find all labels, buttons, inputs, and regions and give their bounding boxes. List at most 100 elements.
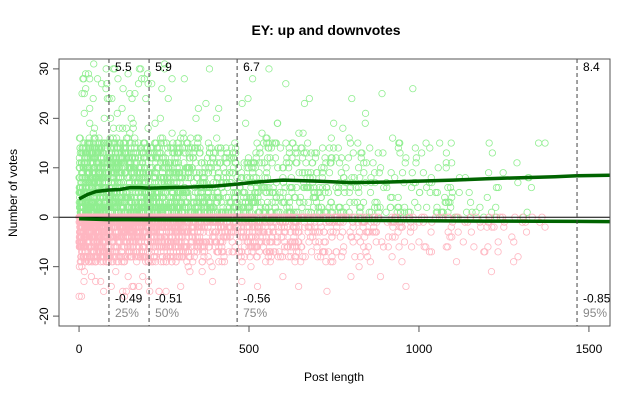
upvote-point bbox=[274, 164, 282, 172]
upvote-point bbox=[137, 65, 145, 73]
upvote-point bbox=[176, 203, 184, 211]
upvote-point bbox=[299, 129, 307, 137]
upvote-point bbox=[140, 75, 148, 83]
upvote-point bbox=[191, 188, 200, 197]
upvote-point bbox=[160, 203, 169, 211]
upvote-point bbox=[139, 154, 148, 162]
downvote-point bbox=[256, 228, 264, 236]
upvote-point bbox=[272, 193, 281, 202]
downvote-point bbox=[510, 258, 518, 266]
upvote-point bbox=[346, 198, 354, 206]
downvote-point bbox=[267, 223, 276, 231]
upvote-point bbox=[174, 144, 182, 152]
downvote-point bbox=[151, 248, 159, 256]
upvote-point bbox=[78, 174, 86, 182]
upvote-point bbox=[324, 188, 333, 197]
upvote-point bbox=[285, 164, 293, 172]
upvote-point bbox=[337, 154, 346, 162]
upvote-point bbox=[513, 159, 521, 167]
downvote-point bbox=[263, 228, 272, 236]
downvote-point bbox=[291, 228, 300, 236]
downvote-point bbox=[141, 228, 149, 236]
upvote-point bbox=[162, 164, 170, 172]
upvote-point bbox=[137, 198, 145, 206]
upvote-point bbox=[158, 198, 167, 206]
upvote-point bbox=[303, 183, 311, 192]
downvote-point bbox=[192, 233, 200, 241]
upvote-point bbox=[124, 134, 132, 142]
upvote-point bbox=[191, 144, 200, 152]
downvote-point bbox=[120, 258, 128, 266]
upvote-point bbox=[98, 80, 106, 88]
upvote-point bbox=[354, 164, 363, 172]
downvote-point bbox=[80, 268, 88, 276]
downvote-point bbox=[205, 243, 213, 251]
downvote-point bbox=[91, 243, 99, 251]
upvote-point bbox=[80, 179, 88, 187]
upvote-point bbox=[242, 203, 250, 211]
upvote-point bbox=[160, 139, 168, 147]
upvote-point bbox=[232, 149, 240, 157]
downvote-point bbox=[149, 258, 157, 266]
upvote-point bbox=[412, 159, 420, 167]
upvote-point bbox=[305, 94, 313, 103]
downvote-point bbox=[231, 243, 239, 251]
downvote-point bbox=[200, 243, 209, 251]
upvote-point bbox=[154, 179, 163, 187]
downvote-point bbox=[188, 223, 196, 231]
upvote-point bbox=[341, 188, 349, 197]
downvote-point bbox=[444, 243, 452, 251]
upvote-point bbox=[89, 149, 97, 157]
downvote-point bbox=[77, 292, 86, 300]
downvote-point bbox=[273, 233, 281, 241]
downvote-point bbox=[77, 228, 85, 236]
upvote-point bbox=[141, 144, 149, 152]
downvote-point bbox=[75, 263, 83, 271]
upvote-point bbox=[115, 169, 124, 177]
downvote-point bbox=[213, 248, 221, 256]
downvote-point bbox=[238, 277, 246, 286]
upvote-point bbox=[92, 149, 100, 157]
upvote-point bbox=[80, 90, 88, 98]
upvote-point bbox=[300, 198, 308, 206]
downvote-point bbox=[249, 233, 257, 241]
upvote-point bbox=[84, 174, 92, 182]
upvote-point bbox=[83, 169, 91, 177]
upvote-point bbox=[300, 99, 309, 108]
downvote-point bbox=[329, 228, 337, 236]
upvote-point bbox=[268, 159, 276, 167]
downvote-point bbox=[99, 258, 107, 266]
upvote-point bbox=[271, 198, 279, 206]
downvote-point bbox=[284, 253, 293, 261]
upvote-point bbox=[162, 203, 170, 211]
upvote-point bbox=[335, 159, 344, 167]
downvote-point bbox=[328, 253, 336, 261]
downvote-point bbox=[448, 233, 456, 241]
downvote-point bbox=[248, 223, 257, 231]
upvote-point bbox=[89, 198, 97, 206]
downvote-point bbox=[372, 238, 380, 246]
upvote-point bbox=[129, 119, 137, 127]
upvote-point bbox=[378, 90, 386, 98]
upvote-point bbox=[96, 139, 104, 147]
y-tick-label: 10 bbox=[37, 161, 51, 175]
upvote-point bbox=[89, 129, 97, 137]
upvote-point bbox=[83, 164, 92, 172]
downvote-point bbox=[208, 228, 217, 236]
downvote-point bbox=[459, 238, 467, 246]
downvote-point bbox=[407, 223, 415, 231]
upvote-point bbox=[195, 149, 204, 157]
downvote-point bbox=[292, 223, 300, 231]
downvote-point bbox=[400, 238, 409, 246]
upvote-point bbox=[178, 144, 187, 152]
downvote-point bbox=[89, 238, 97, 246]
downvote-point bbox=[119, 287, 127, 295]
downvote-point bbox=[97, 277, 105, 286]
downvote-point bbox=[169, 223, 177, 231]
downvote-point bbox=[246, 253, 254, 261]
downvote-point bbox=[216, 223, 225, 231]
downvote-point bbox=[307, 248, 316, 256]
upvote-point bbox=[436, 139, 444, 147]
downvote-point bbox=[359, 223, 367, 231]
upvote-point bbox=[173, 193, 181, 202]
